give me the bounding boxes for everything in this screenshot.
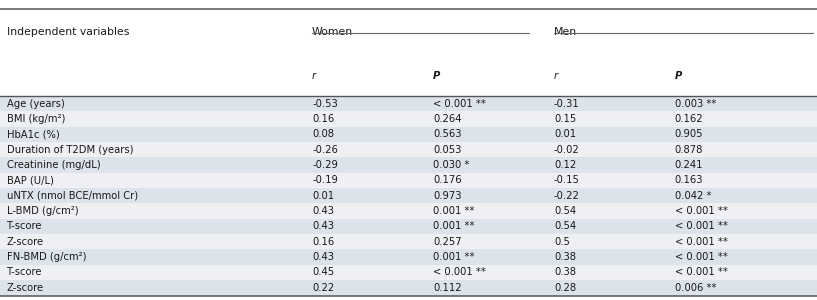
Text: < 0.001 **: < 0.001 **: [675, 206, 728, 216]
Text: T-score: T-score: [7, 221, 42, 231]
Text: 0.905: 0.905: [675, 129, 703, 140]
Text: 0.053: 0.053: [433, 145, 462, 155]
Text: < 0.001 **: < 0.001 **: [675, 237, 728, 247]
Text: HbA1c (%): HbA1c (%): [7, 129, 60, 140]
Text: Men: Men: [554, 27, 577, 37]
Text: 0.042 *: 0.042 *: [675, 191, 712, 201]
Text: FN-BMD (g/cm²): FN-BMD (g/cm²): [7, 252, 86, 262]
Text: 0.22: 0.22: [312, 283, 334, 293]
Bar: [0, 219, 817, 234]
Text: 0.12: 0.12: [554, 160, 576, 170]
Bar: [0, 280, 817, 295]
Text: -0.29: -0.29: [312, 160, 338, 170]
Text: BMI (kg/m²): BMI (kg/m²): [7, 114, 65, 124]
Text: < 0.001 **: < 0.001 **: [675, 252, 728, 262]
Bar: [0, 56, 817, 96]
Text: 0.001 **: 0.001 **: [433, 252, 475, 262]
Text: -0.15: -0.15: [554, 176, 580, 185]
Text: -0.22: -0.22: [554, 191, 580, 201]
Bar: [0, 234, 817, 250]
Text: 0.030 *: 0.030 *: [433, 160, 470, 170]
Text: Z-score: Z-score: [7, 237, 43, 247]
Text: 0.162: 0.162: [675, 114, 703, 124]
Bar: [0, 9, 817, 56]
Text: 0.43: 0.43: [312, 206, 334, 216]
Text: P: P: [433, 71, 440, 81]
Text: -0.31: -0.31: [554, 99, 580, 109]
Text: 0.264: 0.264: [433, 114, 462, 124]
Text: 0.28: 0.28: [554, 283, 576, 293]
Text: -0.02: -0.02: [554, 145, 580, 155]
Text: 0.43: 0.43: [312, 252, 334, 262]
Bar: [0, 158, 817, 173]
Text: Women: Women: [312, 27, 353, 37]
Bar: [0, 142, 817, 158]
Text: 0.5: 0.5: [554, 237, 569, 247]
Text: 0.001 **: 0.001 **: [433, 206, 475, 216]
Text: 0.163: 0.163: [675, 176, 703, 185]
Text: Z-score: Z-score: [7, 283, 43, 293]
Text: -0.26: -0.26: [312, 145, 338, 155]
Text: Duration of T2DM (years): Duration of T2DM (years): [7, 145, 133, 155]
Text: 0.16: 0.16: [312, 237, 334, 247]
Text: 0.001 **: 0.001 **: [433, 221, 475, 231]
Text: 0.563: 0.563: [433, 129, 462, 140]
Text: -0.53: -0.53: [312, 99, 338, 109]
Text: r: r: [312, 71, 316, 81]
Bar: [0, 265, 817, 280]
Bar: [0, 111, 817, 127]
Text: Creatinine (mg/dL): Creatinine (mg/dL): [7, 160, 100, 170]
Text: 0.006 **: 0.006 **: [675, 283, 717, 293]
Text: 0.43: 0.43: [312, 221, 334, 231]
Text: 0.112: 0.112: [433, 283, 462, 293]
Text: uNTX (nmol BCE/mmol Cr): uNTX (nmol BCE/mmol Cr): [7, 191, 137, 201]
Bar: [0, 203, 817, 219]
Text: Independent variables: Independent variables: [7, 27, 129, 37]
Text: 0.54: 0.54: [554, 221, 576, 231]
Text: Age (years): Age (years): [7, 99, 65, 109]
Text: 0.45: 0.45: [312, 268, 334, 278]
Text: T-score: T-score: [7, 268, 42, 278]
Text: 0.38: 0.38: [554, 268, 576, 278]
Text: BAP (U/L): BAP (U/L): [7, 176, 53, 185]
Text: 0.003 **: 0.003 **: [675, 99, 717, 109]
Bar: [0, 250, 817, 265]
Text: r: r: [554, 71, 558, 81]
Text: < 0.001 **: < 0.001 **: [675, 221, 728, 231]
Text: 0.08: 0.08: [312, 129, 334, 140]
Text: 0.241: 0.241: [675, 160, 703, 170]
Text: P: P: [675, 71, 682, 81]
Bar: [0, 127, 817, 142]
Text: 0.257: 0.257: [433, 237, 462, 247]
Text: 0.973: 0.973: [433, 191, 462, 201]
Text: 0.15: 0.15: [554, 114, 576, 124]
Text: 0.38: 0.38: [554, 252, 576, 262]
Text: L-BMD (g/cm²): L-BMD (g/cm²): [7, 206, 78, 216]
Text: 0.176: 0.176: [433, 176, 462, 185]
Text: 0.01: 0.01: [312, 191, 334, 201]
Text: 0.01: 0.01: [554, 129, 576, 140]
Bar: [0, 173, 817, 188]
Bar: [0, 188, 817, 203]
Text: < 0.001 **: < 0.001 **: [433, 268, 486, 278]
Text: 0.16: 0.16: [312, 114, 334, 124]
Text: < 0.001 **: < 0.001 **: [675, 268, 728, 278]
Text: -0.19: -0.19: [312, 176, 338, 185]
Text: < 0.001 **: < 0.001 **: [433, 99, 486, 109]
Text: 0.878: 0.878: [675, 145, 703, 155]
Bar: [0, 96, 817, 111]
Text: 0.54: 0.54: [554, 206, 576, 216]
